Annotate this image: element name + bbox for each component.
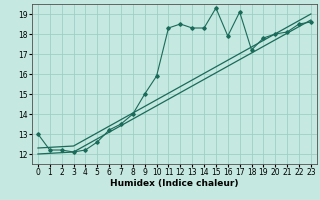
X-axis label: Humidex (Indice chaleur): Humidex (Indice chaleur) [110,179,239,188]
